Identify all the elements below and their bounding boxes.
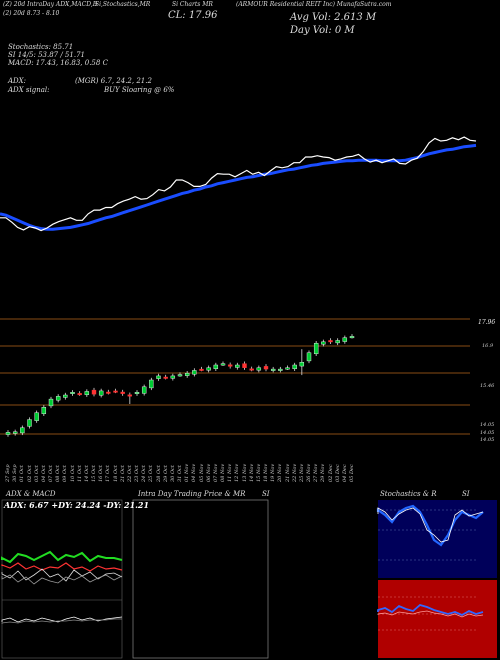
rsi-signal-line: [377, 610, 484, 618]
stoch-si-label: SI: [462, 490, 470, 498]
adx-label: ADX:: [8, 77, 27, 85]
candle-body: [278, 368, 283, 371]
candle-body: [156, 375, 161, 379]
candle-body: [170, 375, 176, 379]
price-line: [0, 136, 477, 232]
candle-body: [134, 392, 140, 394]
y-tick-label: 14.05: [480, 430, 495, 436]
candle-body: [141, 386, 147, 394]
candle-body: [20, 427, 25, 434]
adx-panel-title: ADX & MACD: [6, 490, 56, 498]
stoch-panel-title: Stochastics & R: [380, 490, 437, 498]
candle-body: [206, 367, 211, 371]
candle-body: [263, 366, 269, 370]
intraday-panel-title: Intra Day Trading Price & MR: [138, 490, 246, 498]
candle-body: [199, 368, 204, 371]
y-tick-label: 15.46: [480, 383, 495, 389]
candle-body: [120, 391, 125, 394]
candle-body: [48, 398, 54, 407]
ticker-line-2: (2) 20d 8.73 - 8.10: [3, 10, 60, 17]
candle-body: [12, 431, 18, 434]
close-label: CL: 17.96: [168, 10, 218, 21]
candle-body: [242, 363, 247, 368]
macd-value: MACD: 17.43, 16.83, 0.58 C: [8, 59, 108, 67]
candle-body: [321, 341, 326, 345]
candle-body: [235, 364, 240, 368]
candle-body: [306, 352, 312, 362]
adx-panel-frame: [1, 499, 123, 659]
adx-plus-di-line: [1, 550, 123, 564]
candle-body: [313, 342, 319, 355]
candlestick-chart: [0, 318, 470, 437]
stochastics-value: Stochastics: 85.71: [8, 43, 74, 51]
candle-body: [213, 364, 219, 370]
candle-body: [55, 396, 61, 401]
adx-signal-value: BUY Sloaring @ 6%: [104, 86, 175, 94]
macd-signal-line: [1, 618, 122, 624]
candle-body: [34, 412, 39, 421]
candle-body: [285, 367, 290, 370]
candle-body: [249, 368, 254, 371]
adx-signal-label: ADX signal:: [8, 86, 50, 94]
candle-body: [41, 407, 47, 415]
rsi-panel-bg: [378, 580, 497, 658]
candle-body: [342, 337, 348, 342]
candle-body: [106, 391, 111, 394]
avg-vol: Avg Vol: 2.613 M: [290, 12, 377, 23]
candle-body: [91, 389, 97, 395]
candle-body: [292, 364, 297, 370]
candle-body: [184, 372, 190, 376]
candle-body: [84, 391, 90, 395]
candle-body: [127, 394, 133, 397]
company-name: (ARMOUR Residential REIT Inc) MunafaSutr…: [236, 1, 392, 8]
price-ma-line-chart: [0, 136, 477, 232]
candle-body: [63, 394, 68, 398]
y-tick-label: 14.05: [480, 422, 495, 428]
charts-label: Si Charts MR: [172, 1, 213, 8]
candle-body: [149, 379, 154, 389]
rsi-line: [377, 604, 484, 617]
adx-signal-line: [1, 574, 123, 585]
candle-body: [192, 370, 197, 375]
candle-body: [98, 390, 104, 396]
intraday-si-label: SI: [262, 490, 270, 498]
candle-body: [27, 419, 32, 427]
stoch-d-line: [377, 507, 484, 543]
stoch-macd-label: Si,Stochastics,MR: [95, 1, 151, 8]
y-tick-label: 16.9: [482, 343, 494, 349]
adx-value: (MGR) 6.7, 24.2, 21.2: [75, 77, 152, 85]
candle-body: [270, 368, 276, 371]
candle-body: [349, 336, 355, 339]
candle-body: [227, 364, 233, 367]
candle-body: [299, 362, 305, 367]
candle-body: [328, 340, 333, 343]
intraday-panel-frame: [132, 499, 269, 659]
ticker-line: (Z) 20d IntraDay ADX,MACD,B: [3, 1, 98, 8]
adx-panel-values: ADX: 6.67 +DY: 24.24 -DY: 21.21: [4, 500, 150, 510]
stoch-k-line: [376, 504, 484, 547]
candle-body: [335, 340, 340, 344]
candle-body: [177, 374, 183, 377]
candle-body: [163, 376, 168, 379]
candle-body: [220, 363, 226, 366]
y-tick-label: 14.05: [480, 437, 495, 443]
candle-body: [256, 367, 262, 371]
day-vol: Day Vol: 0 M: [290, 25, 355, 36]
adx-minus-di-line: [1, 562, 123, 572]
y-tick-label: 17.96: [478, 319, 496, 326]
si-value: SI 14/5: 53.87 / 51.71: [8, 51, 85, 59]
candle-body: [113, 390, 118, 393]
candle-body: [77, 393, 82, 396]
candle-body: [5, 432, 11, 435]
candle-body: [70, 392, 75, 394]
